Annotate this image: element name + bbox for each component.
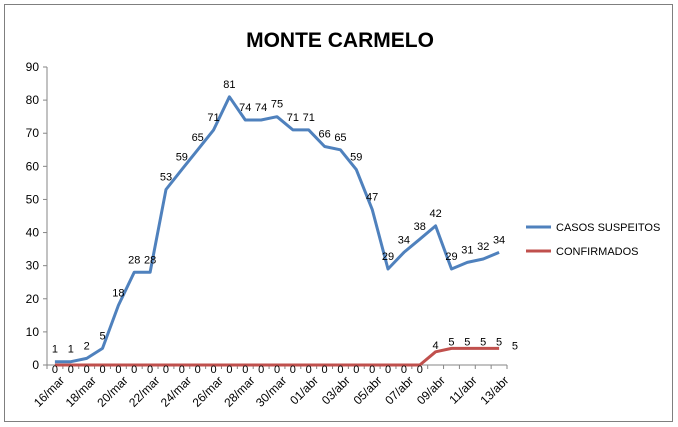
data-label: 28	[144, 254, 156, 266]
data-label: 0	[68, 364, 74, 376]
y-tick-label: 40	[26, 226, 40, 240]
y-tick-label: 60	[26, 159, 40, 173]
data-label: 2	[84, 340, 90, 352]
data-label: 0	[322, 364, 328, 376]
data-label: 71	[303, 112, 315, 124]
x-tick-label: 05/abr	[351, 373, 385, 407]
legend-label-1: CONFIRMADOS	[556, 246, 639, 258]
x-tick-label: 28/mar	[221, 373, 257, 409]
data-label: 34	[398, 234, 410, 246]
x-tick-label: 20/mar	[94, 373, 130, 409]
data-label: 1	[52, 344, 58, 356]
data-label: 5	[448, 336, 454, 348]
y-tick-label: 30	[26, 259, 40, 273]
data-label: 38	[414, 221, 426, 233]
data-label: 0	[274, 364, 280, 376]
data-label: 0	[226, 364, 232, 376]
data-label: 0	[290, 364, 296, 376]
y-tick-label: 0	[32, 358, 39, 372]
line-chart: MONTE CARMELO 010203040506070809016/mar1…	[26, 29, 661, 410]
data-label: 18	[112, 287, 124, 299]
data-label: 65	[334, 132, 346, 144]
data-label: 0	[337, 364, 343, 376]
y-tick-label: 50	[26, 192, 40, 206]
data-label: 0	[353, 364, 359, 376]
x-tick-label: 26/mar	[190, 373, 226, 409]
data-label-extra: 5	[512, 340, 518, 352]
y-tick-label: 80	[26, 93, 40, 107]
y-tick-label: 10	[26, 325, 40, 339]
data-label: 74	[255, 102, 267, 114]
data-label: 0	[131, 364, 137, 376]
x-tick-label: 07/abr	[382, 373, 416, 407]
data-label: 0	[385, 364, 391, 376]
data-label: 5	[464, 336, 470, 348]
y-tick-label: 20	[26, 292, 40, 306]
data-label: 34	[493, 234, 505, 246]
x-tick-label: 18/mar	[63, 373, 99, 409]
x-tick-label: 30/mar	[253, 373, 289, 409]
data-label: 74	[239, 102, 251, 114]
data-label: 31	[461, 244, 473, 256]
data-label: 75	[271, 99, 283, 111]
chart-frame: MONTE CARMELO 0 10 20 30 40 50 60 70 80 90 16/mar 1…	[4, 4, 673, 422]
data-label: 0	[369, 364, 375, 376]
data-label: 0	[401, 364, 407, 376]
data-label: 5	[480, 336, 486, 348]
data-label: 0	[179, 364, 185, 376]
x-tick-label: 03/abr	[319, 373, 353, 407]
data-label: 81	[223, 79, 235, 91]
data-label: 0	[242, 364, 248, 376]
chart-title: MONTE CARMELO	[246, 29, 434, 52]
x-tick-label: 09/abr	[414, 373, 448, 407]
data-label: 0	[195, 364, 201, 376]
data-label: 53	[160, 172, 172, 184]
data-label: 5	[496, 336, 502, 348]
data-label: 47	[366, 191, 378, 203]
x-tick-label: 11/abr	[446, 373, 479, 406]
data-label: 0	[147, 364, 153, 376]
data-label: 5	[99, 330, 105, 342]
data-label: 1	[68, 344, 74, 356]
data-label: 29	[382, 251, 394, 263]
x-tick-label: 22/mar	[126, 373, 162, 409]
series-line-0	[54, 95, 500, 364]
data-label: 59	[176, 152, 188, 164]
data-label: 0	[163, 364, 169, 376]
data-label: 0	[258, 364, 264, 376]
data-label: 65	[192, 132, 204, 144]
data-label: 0	[417, 364, 423, 376]
data-label: 0	[52, 364, 58, 376]
data-label: 29	[445, 251, 457, 263]
y-tick-label: 90	[26, 60, 40, 74]
x-tick-label: 24/mar	[158, 373, 194, 409]
data-label: 42	[429, 208, 441, 220]
data-label: 59	[350, 152, 362, 164]
x-tick-label: 16/mar	[31, 373, 67, 409]
data-label: 0	[306, 364, 312, 376]
data-label: 0	[115, 364, 121, 376]
data-label: 28	[128, 254, 140, 266]
data-label: 71	[287, 112, 299, 124]
data-label: 71	[207, 112, 219, 124]
data-label: 66	[318, 128, 330, 140]
data-label: 0	[210, 364, 216, 376]
data-label: 0	[84, 364, 90, 376]
y-tick-label: 70	[26, 126, 40, 140]
data-label: 32	[477, 241, 489, 253]
series-line-1	[54, 346, 500, 367]
x-tick-label: 01/abr	[287, 373, 321, 407]
legend-label-0: CASOS SUSPEITOS	[556, 222, 660, 234]
x-tick-label: 13/abr	[477, 373, 511, 407]
data-label: 4	[433, 340, 439, 352]
data-label: 0	[99, 364, 105, 376]
